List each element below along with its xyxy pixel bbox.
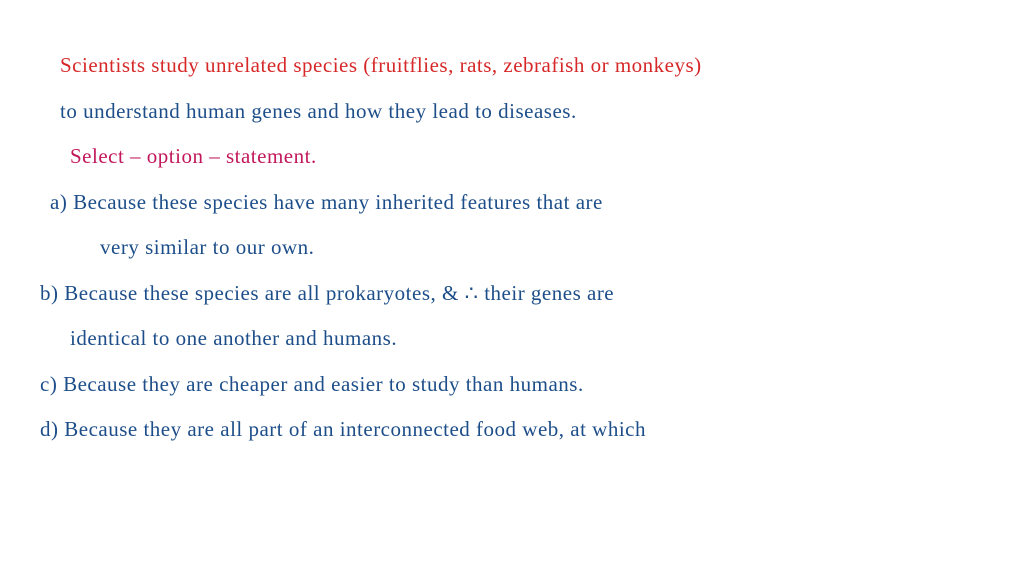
option-b-line-2: identical to one another and humans. <box>40 323 984 355</box>
question-line-2: to understand human genes and how they l… <box>40 96 984 128</box>
option-c-line-1: c) Because they are cheaper and easier t… <box>40 369 984 401</box>
option-d-line-1: d) Because they are all part of an inter… <box>40 414 984 446</box>
question-line-1: Scientists study unrelated species (frui… <box>40 50 984 82</box>
option-a-line-2: very similar to our own. <box>40 232 984 264</box>
option-a-line-1: a) Because these species have many inher… <box>40 187 984 219</box>
instruction-text: Select – option – statement. <box>40 141 984 173</box>
option-b-line-1: b) Because these species are all prokary… <box>40 278 984 310</box>
